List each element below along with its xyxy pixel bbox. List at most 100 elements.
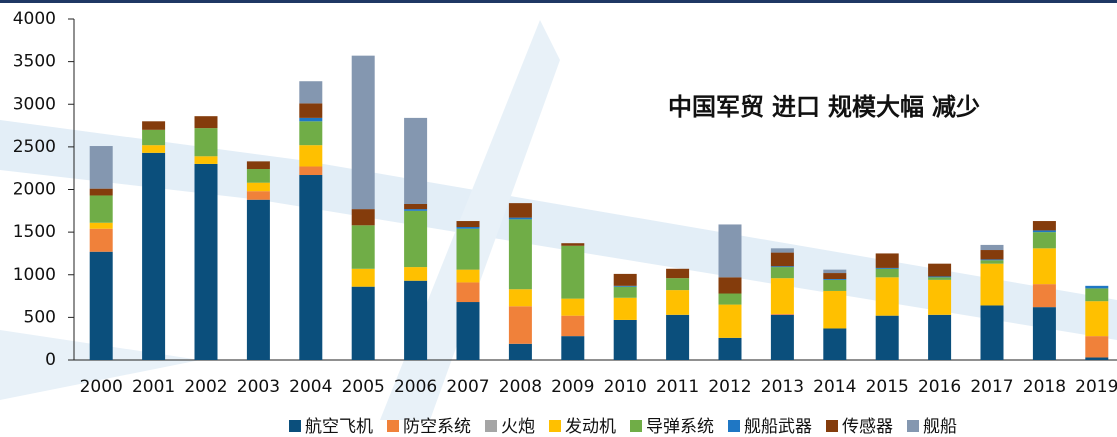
bar-segment [770, 267, 794, 279]
bar-segment [89, 228, 113, 252]
bar-segment [666, 314, 690, 360]
bar-segment [142, 129, 166, 146]
bar-segment [770, 266, 794, 268]
bar-segment [980, 250, 1004, 260]
x-tick-label: 2014 [813, 377, 856, 397]
y-tick-label: 2000 [13, 180, 56, 200]
bar-segment [875, 315, 899, 360]
bar-segment [1032, 230, 1056, 233]
bar-segment [823, 290, 847, 329]
bar-segment [980, 260, 1004, 264]
bar-segment [89, 251, 113, 360]
bar-segment [1032, 307, 1056, 360]
bar-segment [823, 279, 847, 291]
legend: 航空飞机 防空系统 火炮 发动机 导弹系统 舰船武器 传感器 舰船 [289, 417, 957, 437]
bar-segment [613, 273, 637, 286]
x-tick-label: 2000 [80, 377, 123, 397]
x-tick-label: 2001 [132, 377, 175, 397]
bar-segment [194, 128, 218, 157]
legend-swatch [549, 420, 561, 432]
x-tick-label: 2019 [1075, 377, 1117, 397]
x-tick-label: 2010 [604, 377, 647, 397]
legend-label: 防空系统 [403, 417, 471, 437]
legend-label: 火炮 [501, 417, 535, 437]
legend-swatch [387, 420, 399, 432]
bar-segment [246, 169, 270, 183]
annotation-part: 进口 [772, 93, 820, 121]
x-tick-label: 2007 [446, 377, 489, 397]
bar-segment [770, 252, 794, 267]
bar-segment [508, 219, 532, 290]
x-tick-label: 2013 [761, 377, 804, 397]
bar-segment [928, 276, 952, 278]
x-tick-label: 2015 [866, 377, 909, 397]
bar-segment [456, 269, 480, 283]
y-tick-label: 2500 [13, 137, 56, 157]
x-tick-label: 2003 [237, 377, 280, 397]
bar-segment [456, 228, 480, 270]
bar-segment [823, 279, 847, 280]
bar-segment [508, 217, 532, 220]
bar-segment [823, 328, 847, 360]
bar-segment [980, 305, 1004, 360]
bar-segment [928, 263, 952, 277]
legend-label: 舰船 [923, 417, 957, 437]
bar-segment [666, 268, 690, 279]
x-tick-label: 2002 [184, 377, 227, 397]
x-tick-label: 2004 [289, 377, 332, 397]
bar-segment [718, 293, 742, 305]
bar-segment [456, 282, 480, 303]
legend-swatch [907, 420, 919, 432]
legend-label: 舰船武器 [744, 417, 812, 437]
bar-segment [351, 268, 375, 287]
bar-segment [142, 121, 166, 130]
x-tick-label: 2006 [394, 377, 437, 397]
annotation-part: 减少 [932, 93, 980, 121]
bar-segment [980, 259, 1004, 261]
bar-segment [404, 209, 428, 211]
y-tick-label: 3000 [13, 94, 56, 114]
bar-segment [1032, 232, 1056, 249]
bar-segment [194, 163, 218, 360]
bar-segment [1032, 248, 1056, 285]
bar-segment [404, 117, 428, 204]
bar-segment [456, 221, 480, 228]
x-tick-label: 2005 [342, 377, 385, 397]
bar-segment [89, 222, 113, 229]
bar-segment [194, 156, 218, 164]
bar-segment [456, 227, 480, 229]
bar-segment [351, 55, 375, 210]
bar-segment [194, 116, 218, 129]
bar-segment [928, 314, 952, 360]
bar-segment [770, 248, 794, 253]
legend-swatch [485, 420, 497, 432]
bar-segment [613, 285, 637, 287]
bar-segment [508, 306, 532, 344]
y-tick-label: 0 [45, 350, 56, 370]
legend-label: 发动机 [565, 417, 616, 437]
legend-swatch [826, 420, 838, 432]
bar-segment [299, 145, 323, 167]
bar-segment [1085, 288, 1109, 302]
bar-segment [666, 290, 690, 315]
bar-segment [299, 103, 323, 118]
bar-segment [718, 304, 742, 338]
bar-segment [351, 209, 375, 226]
bar-segment [246, 199, 270, 360]
bar-segment [718, 224, 742, 278]
bar-segment [508, 203, 532, 218]
bar-segment [404, 280, 428, 360]
bar-segment [351, 225, 375, 269]
legend-swatch [630, 420, 642, 432]
y-tick-label: 1500 [13, 222, 56, 242]
bar-segment [561, 298, 585, 316]
bar-segment [613, 297, 637, 320]
bar-segment [875, 277, 899, 316]
bar-segment [928, 277, 952, 280]
bar-segment [508, 343, 532, 360]
bar-segment [1085, 336, 1109, 358]
bar-segment [299, 121, 323, 146]
bar-segment [980, 263, 1004, 306]
bar-segment [770, 313, 794, 315]
